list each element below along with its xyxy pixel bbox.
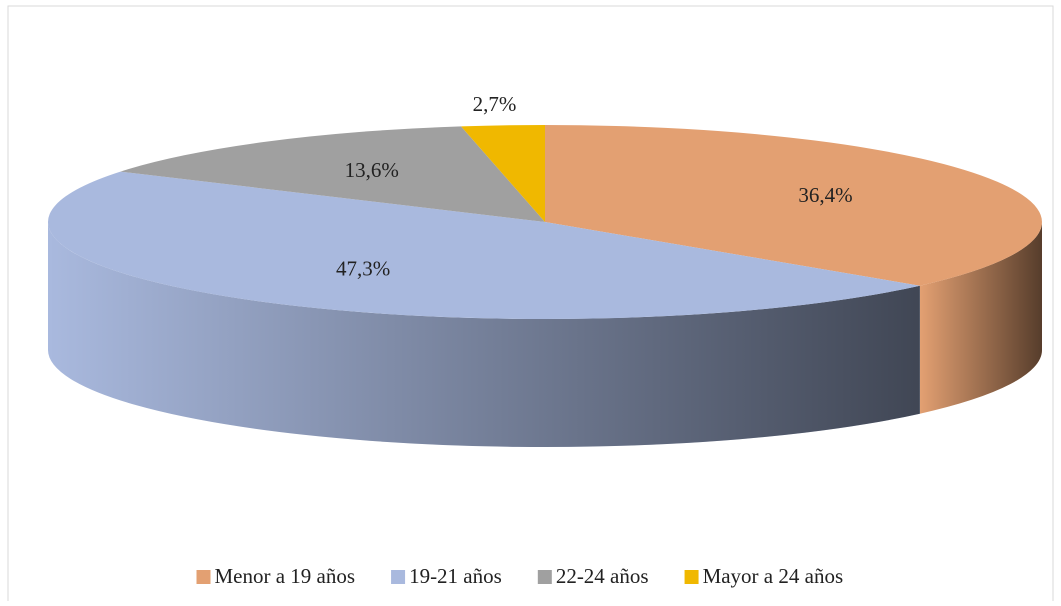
legend-swatch	[391, 570, 406, 584]
data-label: 13,6%	[345, 158, 399, 182]
slice	[461, 125, 545, 222]
legend-swatch	[684, 570, 699, 584]
slice-side-shade	[48, 222, 920, 447]
slice	[545, 125, 1042, 286]
legend-swatch	[196, 570, 211, 584]
legend-label: Mayor a 24 años	[703, 564, 844, 588]
data-label: 2,7%	[473, 92, 517, 116]
data-label: 47,3%	[336, 256, 390, 280]
slice	[47, 171, 920, 319]
legend-label: 22-24 años	[556, 564, 649, 588]
legend-swatch	[537, 570, 552, 584]
data-label: 36,4%	[798, 183, 852, 207]
slice	[120, 126, 545, 222]
slice-side-shade	[919, 222, 1042, 414]
legend-label: Menor a 19 años	[215, 564, 356, 588]
chart-border	[7, 5, 1054, 606]
legend-label: 19-21 años	[409, 564, 502, 588]
